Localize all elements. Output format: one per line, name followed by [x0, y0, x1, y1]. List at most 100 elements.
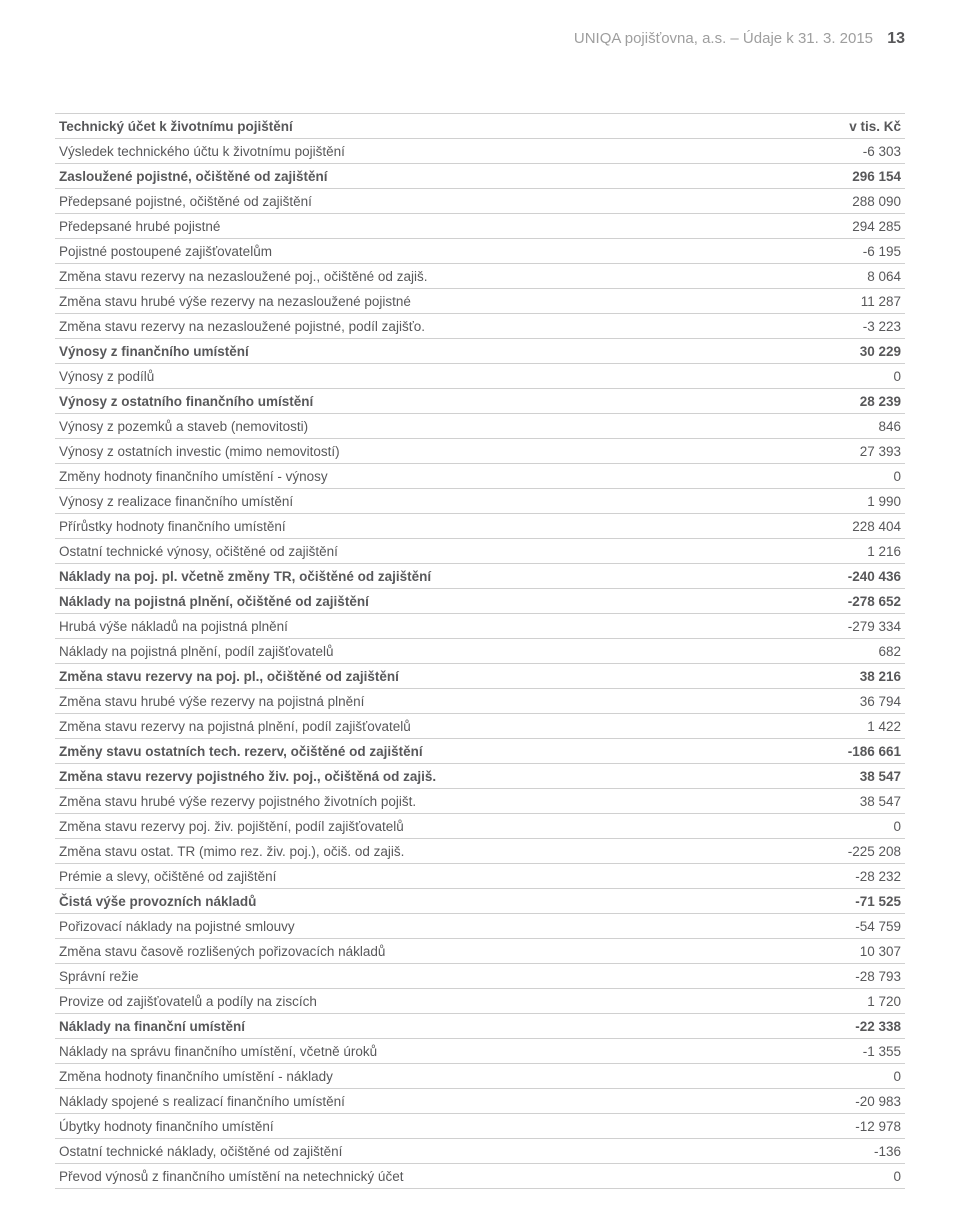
- row-label: Náklady na poj. pl. včetně změny TR, oči…: [55, 564, 788, 589]
- row-value: 296 154: [788, 164, 905, 189]
- table-row: Změna stavu hrubé výše rezervy pojistnéh…: [55, 789, 905, 814]
- row-label: Výnosy z finančního umístění: [55, 339, 788, 364]
- table-row: Změna stavu rezervy na pojistná plnění, …: [55, 714, 905, 739]
- row-label: Čistá výše provozních nákladů: [55, 889, 788, 914]
- row-label: Hrubá výše nákladů na pojistná plnění: [55, 614, 788, 639]
- row-label: Změna stavu rezervy na nezasloužené poji…: [55, 314, 788, 339]
- table-row: Předepsané pojistné, očištěné od zajiště…: [55, 189, 905, 214]
- table-row: Náklady spojené s realizací finančního u…: [55, 1089, 905, 1114]
- row-value: -22 338: [788, 1014, 905, 1039]
- row-label: Výsledek technického účtu k životnímu po…: [55, 139, 788, 164]
- row-label: Změna stavu rezervy na pojistná plnění, …: [55, 714, 788, 739]
- table-row: Náklady na finanční umístění-22 338: [55, 1014, 905, 1039]
- row-label: Předepsané pojistné, očištěné od zajiště…: [55, 189, 788, 214]
- row-value: -6 303: [788, 139, 905, 164]
- row-value: -71 525: [788, 889, 905, 914]
- row-value: 682: [788, 639, 905, 664]
- row-label: Výnosy z ostatního finančního umístění: [55, 389, 788, 414]
- row-value: 38 216: [788, 664, 905, 689]
- table-row: Změna hodnoty finančního umístění - nákl…: [55, 1064, 905, 1089]
- row-label: Přírůstky hodnoty finančního umístění: [55, 514, 788, 539]
- row-label: Změna stavu hrubé výše rezervy na pojist…: [55, 689, 788, 714]
- row-value: 0: [788, 814, 905, 839]
- table-row: Změna stavu rezervy na nezasloužené poji…: [55, 314, 905, 339]
- row-label: Provize od zajišťovatelů a podíly na zis…: [55, 989, 788, 1014]
- table-row: Změna stavu rezervy pojistného živ. poj.…: [55, 764, 905, 789]
- table-row: Správní režie-28 793: [55, 964, 905, 989]
- table-row: Změna stavu rezervy na poj. pl., očištěn…: [55, 664, 905, 689]
- table-row: Náklady na pojistná plnění, očištěné od …: [55, 589, 905, 614]
- row-label: Změna stavu časově rozlišených pořizovac…: [55, 939, 788, 964]
- table-row: Výnosy z finančního umístění30 229: [55, 339, 905, 364]
- row-label: Výnosy z ostatních investic (mimo nemovi…: [55, 439, 788, 464]
- table-row: Provize od zajišťovatelů a podíly na zis…: [55, 989, 905, 1014]
- table-row: Prémie a slevy, očištěné od zajištění-28…: [55, 864, 905, 889]
- row-value: -278 652: [788, 589, 905, 614]
- row-label: Prémie a slevy, očištěné od zajištění: [55, 864, 788, 889]
- row-label: Změna stavu hrubé výše rezervy na nezasl…: [55, 289, 788, 314]
- row-value: -186 661: [788, 739, 905, 764]
- row-value: 1 216: [788, 539, 905, 564]
- row-value: 228 404: [788, 514, 905, 539]
- row-value: 0: [788, 464, 905, 489]
- table-header-value: v tis. Kč: [788, 114, 905, 139]
- table-row: Výnosy z pozemků a staveb (nemovitosti)8…: [55, 414, 905, 439]
- financial-table: Technický účet k životnímu pojištění v t…: [55, 113, 905, 1189]
- row-value: -12 978: [788, 1114, 905, 1139]
- row-value: 0: [788, 1064, 905, 1089]
- row-value: 28 239: [788, 389, 905, 414]
- table-row: Náklady na pojistná plnění, podíl zajišť…: [55, 639, 905, 664]
- row-label: Náklady na finanční umístění: [55, 1014, 788, 1039]
- row-value: 1 990: [788, 489, 905, 514]
- header-company: UNIQA pojišťovna, a.s. – Údaje k 31. 3. …: [574, 30, 873, 47]
- table-row: Změna stavu hrubé výše rezervy na pojist…: [55, 689, 905, 714]
- row-value: 36 794: [788, 689, 905, 714]
- table-header-row: Technický účet k životnímu pojištění v t…: [55, 114, 905, 139]
- row-label: Správní režie: [55, 964, 788, 989]
- page-number: 13: [887, 30, 905, 47]
- row-label: Převod výnosů z finančního umístění na n…: [55, 1164, 788, 1189]
- table-row: Změna stavu rezervy na nezasloužené poj.…: [55, 264, 905, 289]
- table-row: Změna stavu rezervy poj. živ. pojištění,…: [55, 814, 905, 839]
- table-row: Zasloužené pojistné, očištěné od zajiště…: [55, 164, 905, 189]
- row-label: Změna stavu rezervy na nezasloužené poj.…: [55, 264, 788, 289]
- row-label: Pojistné postoupené zajišťovatelům: [55, 239, 788, 264]
- table-row: Změna stavu ostat. TR (mimo rez. živ. po…: [55, 839, 905, 864]
- table-body: Technický účet k životnímu pojištění v t…: [55, 114, 905, 1189]
- table-row: Změna stavu časově rozlišených pořizovac…: [55, 939, 905, 964]
- row-value: -20 983: [788, 1089, 905, 1114]
- row-value: 30 229: [788, 339, 905, 364]
- table-row: Změna stavu hrubé výše rezervy na nezasl…: [55, 289, 905, 314]
- page-header: UNIQA pojišťovna, a.s. – Údaje k 31. 3. …: [55, 30, 905, 48]
- table-row: Výnosy z ostatních investic (mimo nemovi…: [55, 439, 905, 464]
- row-label: Změna stavu rezervy poj. živ. pojištění,…: [55, 814, 788, 839]
- row-value: -240 436: [788, 564, 905, 589]
- table-row: Převod výnosů z finančního umístění na n…: [55, 1164, 905, 1189]
- row-label: Změny hodnoty finančního umístění - výno…: [55, 464, 788, 489]
- row-label: Změna stavu rezervy na poj. pl., očištěn…: [55, 664, 788, 689]
- table-row: Ostatní technické náklady, očištěné od z…: [55, 1139, 905, 1164]
- row-label: Změna stavu ostat. TR (mimo rez. živ. po…: [55, 839, 788, 864]
- table-row: Hrubá výše nákladů na pojistná plnění-27…: [55, 614, 905, 639]
- row-value: -28 232: [788, 864, 905, 889]
- row-label: Změny stavu ostatních tech. rezerv, očiš…: [55, 739, 788, 764]
- row-label: Náklady na správu finančního umístění, v…: [55, 1039, 788, 1064]
- row-label: Výnosy z podílů: [55, 364, 788, 389]
- row-value: 1 422: [788, 714, 905, 739]
- row-label: Zasloužené pojistné, očištěné od zajiště…: [55, 164, 788, 189]
- table-row: Změny stavu ostatních tech. rezerv, očiš…: [55, 739, 905, 764]
- row-value: 8 064: [788, 264, 905, 289]
- row-label: Výnosy z pozemků a staveb (nemovitosti): [55, 414, 788, 439]
- row-value: 294 285: [788, 214, 905, 239]
- row-value: -136: [788, 1139, 905, 1164]
- row-label: Změna stavu rezervy pojistného živ. poj.…: [55, 764, 788, 789]
- table-row: Čistá výše provozních nákladů-71 525: [55, 889, 905, 914]
- row-value: 38 547: [788, 789, 905, 814]
- table-row: Výnosy z ostatního finančního umístění28…: [55, 389, 905, 414]
- row-label: Předepsané hrubé pojistné: [55, 214, 788, 239]
- table-row: Ostatní technické výnosy, očištěné od za…: [55, 539, 905, 564]
- row-label: Změna stavu hrubé výše rezervy pojistnéh…: [55, 789, 788, 814]
- row-value: 11 287: [788, 289, 905, 314]
- row-label: Ostatní technické výnosy, očištěné od za…: [55, 539, 788, 564]
- row-value: -279 334: [788, 614, 905, 639]
